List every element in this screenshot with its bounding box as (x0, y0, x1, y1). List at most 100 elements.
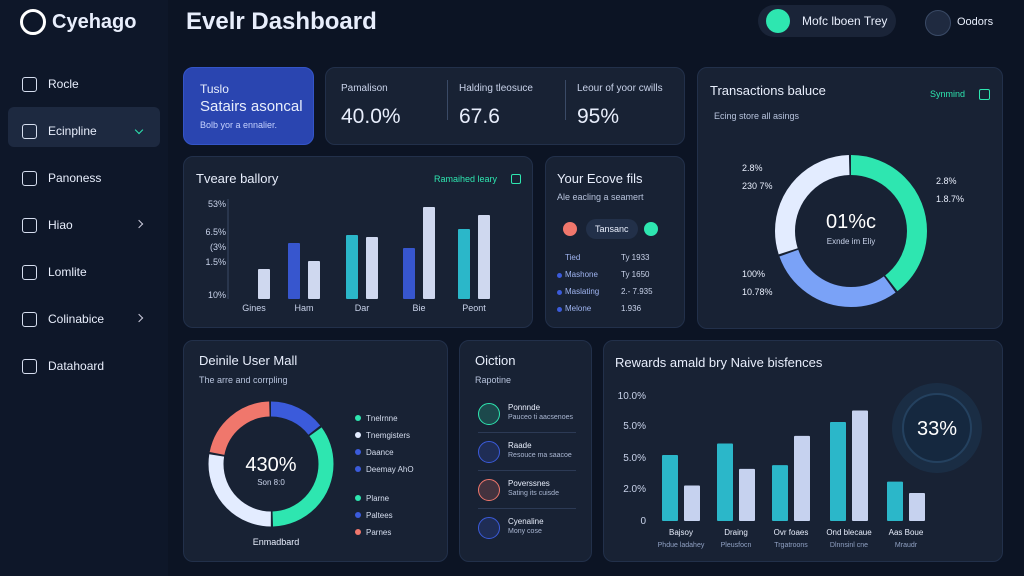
bar (403, 248, 415, 299)
promo-label: Tuslo (200, 82, 229, 96)
donut-chart: 430% Son 8:0 Enmadbard Tnelrnne Tnemgisters D… (208, 401, 414, 547)
bar (909, 493, 925, 521)
nav-item[interactable]: Hiao (48, 218, 73, 232)
bar (458, 229, 470, 299)
segment-label: 10.78% (742, 287, 773, 297)
promo-card[interactable]: Tuslo Satairs asoncal Bolb yor a ennalie… (183, 67, 314, 145)
nav-icon[interactable] (22, 77, 37, 92)
bar (346, 235, 358, 299)
divider (478, 508, 576, 509)
panel-subtitle: Rapotine (475, 375, 512, 385)
x-tick-label: Ovr foaes (774, 528, 809, 537)
y-tick-label: 5.0% (623, 453, 646, 464)
logo-icon (20, 9, 46, 35)
panel-title: Your Ecove fils (557, 171, 643, 186)
item-icon[interactable] (478, 403, 500, 425)
toggle[interactable] (979, 89, 990, 100)
nav-item[interactable]: Ecinpline (48, 124, 97, 138)
donut-subtitle: Exnde im Eliy (827, 237, 875, 246)
bar (772, 465, 788, 521)
item-text: Sating its cuisde (508, 490, 559, 497)
row-value: Ty 1933 (621, 253, 650, 262)
stat-label: Leour of yoor cwills (577, 83, 663, 94)
bullet (557, 290, 562, 295)
nav-item[interactable]: Lomlite (48, 265, 87, 279)
item-title[interactable]: Raade (508, 441, 532, 450)
x-tick-label: Gines (242, 303, 266, 313)
item-text: Pauceo ti aacsenoes (508, 414, 573, 421)
transactions-panel: Transactions baluce Ecing store all asin… (697, 67, 1003, 329)
stat-label: Pamalison (341, 83, 388, 94)
x-tick-label: Peont (462, 303, 486, 313)
donut-chart: 01%c Exnde im Eliy 2.8% 230 7% 100% 10.78% 2.8… (742, 155, 964, 307)
bar (288, 243, 300, 299)
nav-icon[interactable] (22, 265, 37, 280)
action-panel: Oiction Rapotine Ponnnde Pauceo ti aacsen… (459, 340, 592, 562)
bar-chart: 53% 6.5% (3% 1.5% 10% Gines Ham Dar Bie Peont (205, 199, 490, 313)
nav-item[interactable]: Rocle (48, 77, 79, 91)
header-button[interactable]: Mofc lboen Trey (758, 5, 896, 37)
bullet (557, 273, 562, 278)
x-tick-sublabel: Dlnnsinl cne (830, 542, 868, 549)
divider (565, 80, 566, 120)
nav-active (8, 107, 160, 147)
toggle[interactable] (511, 174, 521, 184)
bar (308, 261, 320, 299)
panel-subtitle: The arre and corrpling (199, 375, 288, 385)
user-avatar[interactable] (925, 10, 951, 36)
donut-segment (208, 401, 334, 527)
nav-icon[interactable] (22, 124, 37, 139)
divider (447, 80, 448, 120)
stats-card: Pamalison 40.0% Halding tleosuce 67.6 Leour … (325, 67, 685, 145)
item-title[interactable]: Cyenaline (508, 517, 544, 526)
bar (830, 421, 846, 521)
segment-label: 230 7% (742, 181, 773, 191)
item-title[interactable]: Poverssnes (508, 479, 550, 488)
bar (366, 237, 378, 299)
nav-item[interactable]: Colinabice (48, 312, 105, 326)
panel-title: Oiction (475, 353, 516, 368)
legend-dot (355, 449, 361, 455)
legend-label: Tnemgisters (366, 431, 410, 440)
donut-center: 01%c (826, 211, 876, 233)
nav-icon[interactable] (22, 359, 37, 374)
y-tick-label: 0 (640, 516, 646, 527)
bar (684, 485, 700, 521)
nav-item[interactable]: Datahoard (48, 359, 105, 373)
item-icon[interactable] (478, 517, 500, 539)
segment-label: 1.8.7% (936, 194, 964, 204)
item-title[interactable]: Ponnnde (508, 403, 541, 412)
y-tick-label: 10.0% (618, 391, 646, 402)
donut-center: 430% (245, 454, 296, 476)
pill[interactable] (586, 219, 638, 239)
files-panel: Your Ecove fils Ale eacling a seamert Ta… (545, 156, 685, 328)
x-tick-sublabel: Mraudr (895, 542, 918, 549)
row-label: Mashone (565, 270, 598, 279)
nav-item[interactable]: Panoness (48, 171, 102, 185)
x-tick-label: Ham (294, 303, 313, 313)
logo: Cyehago (52, 11, 137, 33)
bar (717, 443, 733, 521)
legend: Ramaihed leary (434, 174, 498, 184)
button-label: Mofc lboen Trey (802, 14, 888, 28)
legend-dot (355, 432, 361, 438)
toggle-label: Synmind (930, 89, 966, 99)
y-tick-label: 1.5% (205, 257, 226, 267)
chevron (134, 313, 144, 323)
bar (794, 435, 810, 521)
nav-icon[interactable] (22, 218, 37, 233)
legend-dot (355, 512, 361, 518)
pill-label: Tansanc (595, 224, 629, 234)
stat-label: Halding tleosuce (459, 83, 533, 94)
item-icon[interactable] (478, 479, 500, 501)
nav-icon[interactable] (22, 312, 37, 327)
divider (478, 432, 576, 433)
donut-segment (775, 155, 927, 307)
panel-title: Rewards amald bry Naive bisfences (615, 355, 823, 370)
nav-icon[interactable] (22, 171, 37, 186)
chevron (134, 219, 144, 229)
segment-label: 2.8% (742, 163, 763, 173)
bar (852, 410, 868, 521)
item-icon[interactable] (478, 441, 500, 463)
donut-segment (208, 401, 334, 527)
